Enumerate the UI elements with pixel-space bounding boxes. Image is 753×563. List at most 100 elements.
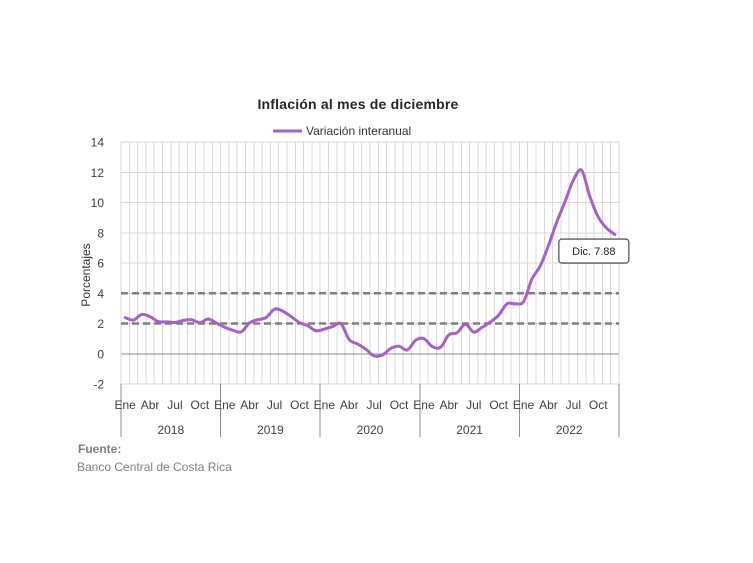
- x-tick-label-month: Ene: [214, 398, 236, 412]
- data-point: [372, 354, 376, 358]
- x-tick-label-month: Ene: [314, 398, 336, 412]
- x-tick-label-month: Oct: [191, 398, 210, 412]
- data-point: [505, 302, 509, 306]
- x-tick-label-month: Jul: [566, 398, 581, 412]
- annotation-box: [558, 238, 630, 264]
- x-tick-label-year: 2019: [257, 423, 284, 437]
- data-point: [364, 347, 368, 351]
- data-point: [389, 346, 393, 350]
- data-point: [264, 315, 268, 319]
- x-tick-label-month: Abr: [440, 398, 459, 412]
- x-tick-label-month: Ene: [513, 398, 535, 412]
- data-point: [206, 317, 210, 321]
- y-axis-title: Porcentajes: [79, 243, 93, 306]
- y-tick-labels: 14 12 10 8 6 4 2 0 -2: [91, 136, 105, 392]
- x-axis: Ene Abr Jul Oct 2018 Ene Abr Jul Oct 2019 Ene Abr Ju…: [114, 384, 620, 437]
- data-point: [173, 320, 177, 324]
- data-point: [140, 312, 144, 316]
- x-tick-label-month: Jul: [267, 398, 282, 412]
- series-line-variacion-interanual: [123, 168, 617, 358]
- data-point: [273, 307, 277, 311]
- y-tick-label: 10: [91, 196, 105, 210]
- data-point: [596, 215, 600, 219]
- data-point: [223, 325, 227, 329]
- data-point: [256, 318, 260, 322]
- data-point: [472, 330, 476, 334]
- data-point: [439, 345, 443, 349]
- data-point: [347, 338, 351, 342]
- data-point: [397, 344, 401, 348]
- data-point: [165, 320, 169, 324]
- data-point: [322, 327, 326, 331]
- data-point: [289, 315, 293, 319]
- data-point: [314, 329, 318, 333]
- data-point: [248, 321, 252, 325]
- annotation-callout: Dic. 7.88: [558, 238, 630, 264]
- reference-lines: [121, 291, 619, 325]
- data-point: [181, 318, 185, 322]
- x-tick-label-month: Abr: [539, 398, 558, 412]
- x-tick-label-month: Jul: [366, 398, 381, 412]
- data-point: [356, 342, 360, 346]
- x-tick-label-year: 2018: [157, 423, 184, 437]
- data-point: [148, 315, 152, 319]
- x-tick-label-month: Oct: [489, 398, 508, 412]
- y-tick-label: 2: [97, 317, 104, 331]
- x-tick-label-year: 2020: [357, 423, 384, 437]
- data-point: [588, 195, 592, 199]
- data-point: [190, 318, 194, 322]
- data-point: [563, 200, 567, 204]
- x-tick-label-year: 2021: [456, 423, 483, 437]
- y-tick-label: 14: [91, 136, 105, 150]
- data-point: [297, 321, 301, 325]
- x-tick-label-month: Abr: [340, 398, 359, 412]
- chart-title: Inflación al mes de diciembre: [257, 96, 458, 112]
- legend-label: Variación interanual: [306, 124, 411, 138]
- y-tick-label: 8: [97, 226, 104, 240]
- x-tick-label-month: Ene: [413, 398, 435, 412]
- data-point: [414, 338, 418, 342]
- data-point: [580, 168, 584, 172]
- annotation-text: Dic. 7.88: [572, 246, 615, 258]
- data-point: [214, 321, 218, 325]
- data-point: [281, 309, 285, 313]
- data-point: [605, 226, 609, 230]
- series-layer: [123, 168, 617, 358]
- gridlines: [120, 141, 620, 385]
- data-point: [522, 300, 526, 304]
- y-tick-label: 6: [97, 257, 104, 271]
- data-point: [530, 277, 534, 281]
- data-point: [546, 244, 550, 248]
- data-point: [613, 233, 617, 237]
- x-tick-label-month: Abr: [240, 398, 259, 412]
- data-point: [571, 178, 575, 182]
- data-point: [422, 337, 426, 341]
- source-label: Fuente:: [78, 442, 122, 456]
- data-point: [430, 344, 434, 348]
- y-tick-label: 12: [91, 166, 105, 180]
- data-point: [231, 328, 235, 332]
- y-tick-label: -2: [93, 378, 104, 392]
- x-tick-label-month: Oct: [390, 398, 409, 412]
- x-tick-label-year: 2022: [556, 423, 583, 437]
- data-point: [131, 318, 135, 322]
- data-point: [380, 353, 384, 357]
- x-tick-label-month: Ene: [114, 398, 136, 412]
- y-tick-label: 4: [97, 287, 104, 301]
- data-point: [463, 322, 467, 326]
- data-point: [306, 324, 310, 328]
- legend: Variación interanual: [273, 124, 411, 138]
- y-tick-label: 0: [97, 347, 104, 361]
- x-tick-label-month: Oct: [290, 398, 309, 412]
- data-point: [538, 264, 542, 268]
- x-tick-label-month: Jul: [167, 398, 182, 412]
- data-point: [455, 331, 459, 335]
- data-point: [239, 330, 243, 334]
- data-point: [123, 316, 127, 320]
- data-point: [156, 320, 160, 324]
- data-point: [497, 313, 501, 317]
- data-point: [480, 325, 484, 329]
- x-tick-label-month: Abr: [141, 398, 160, 412]
- data-point: [488, 320, 492, 324]
